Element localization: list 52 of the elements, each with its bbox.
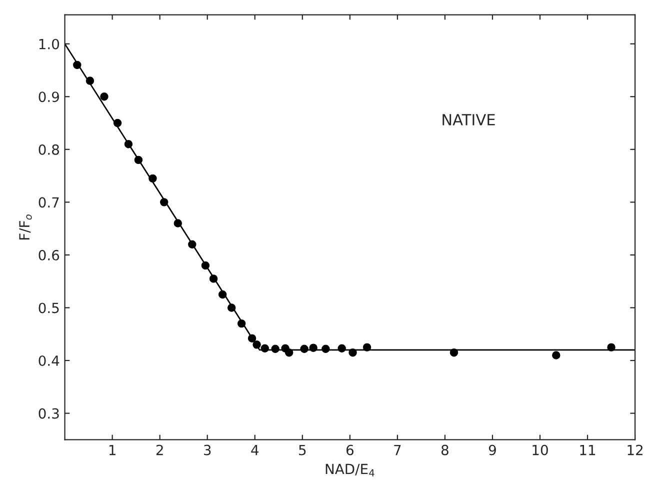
point — [271, 344, 280, 353]
x-tick-label: 12 — [628, 444, 642, 456]
point — [113, 118, 122, 128]
point — [73, 60, 82, 70]
x-tick-label: 6 — [346, 444, 354, 456]
point — [134, 156, 143, 164]
x-tick-label: 1 — [109, 444, 116, 456]
y-tick-label: 0.4 — [38, 355, 60, 366]
point — [552, 351, 560, 360]
x-tick-label: 11 — [580, 444, 596, 456]
point — [201, 261, 210, 270]
y-tick-label: 0.6 — [38, 250, 60, 260]
x-tick-label: 7 — [394, 444, 401, 456]
point — [607, 343, 616, 352]
x-tick-label: 4 — [251, 444, 259, 456]
x-tick-label: 2 — [156, 444, 163, 456]
point — [309, 344, 318, 352]
point — [338, 344, 346, 352]
y-tick-label: 0.8 — [38, 144, 59, 155]
annotation: NATIVE — [442, 114, 495, 126]
point — [362, 343, 372, 352]
x-axis-title: NAD/E$_{4}$ — [326, 464, 374, 476]
point — [248, 334, 256, 342]
point — [174, 219, 182, 228]
y-tick-label: 1.0 — [39, 38, 60, 50]
x-tick-label: 3 — [204, 444, 211, 456]
y-tick-label: 0.5 — [38, 302, 59, 314]
point — [100, 92, 108, 101]
point — [322, 344, 330, 353]
point — [209, 274, 218, 283]
point — [124, 140, 133, 148]
point — [348, 348, 357, 357]
point — [237, 319, 246, 328]
y-tick-label: 0.7 — [38, 197, 59, 208]
point — [227, 304, 236, 312]
point — [188, 240, 196, 248]
point — [148, 174, 157, 183]
point — [86, 76, 94, 85]
point — [218, 290, 227, 299]
y-tick-label: 0.3 — [38, 408, 59, 419]
x-tick-label: 5 — [299, 444, 306, 456]
point — [450, 348, 458, 357]
point — [252, 340, 261, 349]
x-tick-label: 9 — [488, 444, 496, 456]
y-axis-title: F/F$_{o}$ — [19, 214, 32, 240]
point — [300, 344, 308, 353]
point — [284, 348, 294, 357]
point — [260, 344, 269, 352]
y-tick-label: 0.9 — [38, 92, 59, 102]
point — [160, 198, 168, 206]
x-tick-label: 8 — [441, 444, 448, 456]
x-tick-label: 10 — [532, 444, 548, 456]
